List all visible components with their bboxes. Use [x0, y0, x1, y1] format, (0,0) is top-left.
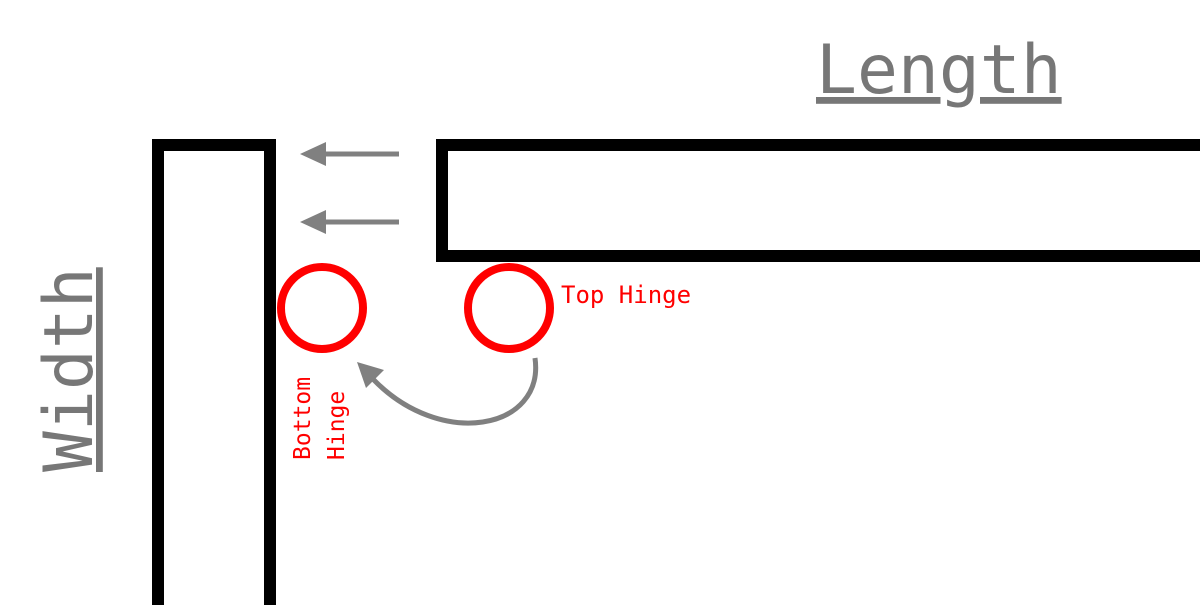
top-hinge-label: Top Hinge — [561, 281, 691, 309]
movement-arrows — [300, 142, 539, 426]
top-panel-outline — [436, 139, 1200, 262]
arrow-left-upper — [300, 142, 399, 166]
bottom-hinge-label: Bottom Hinge — [290, 377, 350, 460]
width-label: Width — [30, 267, 109, 472]
bottom-hinge-circle — [277, 263, 367, 353]
bottom-hinge-label-line-1: Bottom — [290, 377, 316, 460]
arrow-left-lower — [300, 210, 399, 234]
left-panel-outline — [152, 139, 276, 605]
top-hinge-circle — [464, 263, 554, 353]
bottom-hinge-label-line-2: Hinge — [324, 391, 350, 460]
length-label: Length — [816, 31, 1062, 110]
curved-arrow — [357, 357, 539, 426]
